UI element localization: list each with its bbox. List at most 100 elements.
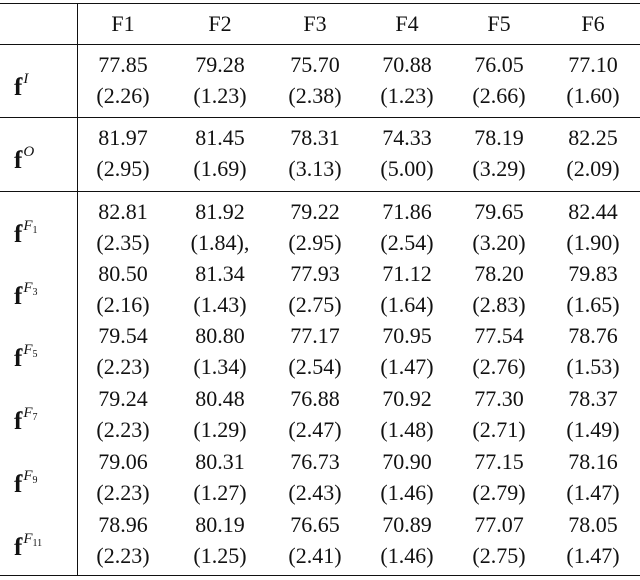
mean-cell: 77.07 xyxy=(474,512,524,537)
mean-cell: 77.93 xyxy=(290,261,340,286)
mean-cell: 81.34 xyxy=(195,261,245,286)
mean-cell: 80.50 xyxy=(98,261,148,286)
sd-cell: (2.35) xyxy=(96,230,150,255)
row-label-subscript: 9 xyxy=(32,475,38,486)
row-label-superscript: O xyxy=(23,144,35,160)
sd-cell: (1.43) xyxy=(193,292,247,317)
mean-cell: 81.92 xyxy=(195,199,245,224)
row-label: fF1 xyxy=(14,211,38,250)
sd-cell: (1.65) xyxy=(566,292,620,317)
row-label: fI xyxy=(14,64,28,103)
sd-cell: (1.49) xyxy=(566,417,620,442)
sd-cell: (5.00) xyxy=(380,156,434,181)
row-label-base: f xyxy=(14,283,23,310)
sd-cell: (1.46) xyxy=(380,480,434,505)
column-header: F4 xyxy=(395,11,419,36)
sd-cell: (1.53) xyxy=(566,354,620,379)
sd-cell: (2.38) xyxy=(288,83,342,108)
row-label-base: f xyxy=(14,221,23,248)
mean-cell: 76.88 xyxy=(290,386,340,411)
header-rule xyxy=(0,44,640,45)
row-label-superscript: F xyxy=(23,405,33,421)
mean-cell: 79.06 xyxy=(98,449,148,474)
sd-cell: (2.83) xyxy=(472,292,526,317)
sd-cell: (1.23) xyxy=(380,83,434,108)
sd-cell: (2.09) xyxy=(566,156,620,181)
column-header: F1 xyxy=(111,11,135,36)
row-label-superscript: F xyxy=(23,468,33,484)
mean-cell: 76.05 xyxy=(474,52,524,77)
sd-cell: (2.23) xyxy=(96,354,150,379)
mean-cell: 77.10 xyxy=(568,52,618,77)
row-label-superscript: F xyxy=(23,280,33,296)
row-label: fF9 xyxy=(14,461,38,500)
sd-cell: (2.71) xyxy=(472,417,526,442)
sd-cell: (3.13) xyxy=(288,156,342,181)
column-header: F2 xyxy=(208,11,232,36)
sd-cell: (3.29) xyxy=(472,156,526,181)
sd-cell: (1.47) xyxy=(566,480,620,505)
mean-cell: 82.25 xyxy=(568,125,618,150)
column-header: F6 xyxy=(581,11,605,36)
mean-cell: 77.17 xyxy=(290,323,340,348)
section-rule-1 xyxy=(0,117,640,118)
sd-cell: (2.23) xyxy=(96,543,150,568)
mean-cell: 80.80 xyxy=(195,323,245,348)
row-label-base: f xyxy=(14,345,23,372)
sd-cell: (1.25) xyxy=(193,543,247,568)
row-label: fF7 xyxy=(14,398,38,437)
row-label-base: f xyxy=(14,408,23,435)
mean-cell: 81.45 xyxy=(195,125,245,150)
row-label-subscript: 11 xyxy=(32,538,43,549)
row-label-base: f xyxy=(14,534,23,561)
header-row: F1 F2 F3 F4 F5 F6 xyxy=(0,7,640,43)
row-label-subscript: 5 xyxy=(32,349,38,360)
mean-cell: 79.22 xyxy=(290,199,340,224)
sd-cell: (1.27) xyxy=(193,480,247,505)
sd-cell: (2.47) xyxy=(288,417,342,442)
sd-cell: (2.76) xyxy=(472,354,526,379)
sd-cell: (2.75) xyxy=(472,543,526,568)
sd-cell: (2.16) xyxy=(96,292,150,317)
mean-cell: 78.76 xyxy=(568,323,618,348)
row-label-base: f xyxy=(14,74,23,101)
mean-cell: 78.96 xyxy=(98,512,148,537)
bottom-rule xyxy=(0,575,640,576)
sd-cell: (2.26) xyxy=(96,83,150,108)
sd-cell: (2.54) xyxy=(380,230,434,255)
sd-cell: (2.23) xyxy=(96,480,150,505)
mean-cell: 77.85 xyxy=(98,52,148,77)
mean-cell: 70.89 xyxy=(382,512,432,537)
mean-cell: 78.19 xyxy=(474,125,524,150)
mean-cell: 78.31 xyxy=(290,125,340,150)
sd-cell: (1.46) xyxy=(380,543,434,568)
mean-cell: 77.15 xyxy=(474,449,524,474)
section-rule-2 xyxy=(0,191,640,192)
mean-cell: 81.97 xyxy=(98,125,148,150)
mean-cell: 71.12 xyxy=(382,261,432,286)
column-header: F3 xyxy=(303,11,327,36)
sd-cell: (2.66) xyxy=(472,83,526,108)
sd-cell: (1.23) xyxy=(193,83,247,108)
top-rule xyxy=(0,3,640,4)
row-label-superscript: F xyxy=(23,531,33,547)
mean-cell: 74.33 xyxy=(382,125,432,150)
mean-cell: 79.65 xyxy=(474,199,524,224)
mean-cell: 71.86 xyxy=(382,199,432,224)
mean-cell: 70.88 xyxy=(382,52,432,77)
sd-cell: (2.43) xyxy=(288,480,342,505)
sd-cell: (1.60) xyxy=(566,83,620,108)
label-column-divider xyxy=(77,3,78,575)
row-label-subscript: 1 xyxy=(32,225,38,236)
mean-cell: 70.90 xyxy=(382,449,432,474)
mean-cell: 78.37 xyxy=(568,386,618,411)
mean-cell: 77.30 xyxy=(474,386,524,411)
mean-cell: 82.81 xyxy=(98,199,148,224)
sd-cell: (2.54) xyxy=(288,354,342,379)
row-label-superscript: F xyxy=(23,218,33,234)
row-label-base: f xyxy=(14,471,23,498)
sd-cell: (1.84), xyxy=(190,230,250,255)
sd-cell: (2.41) xyxy=(288,543,342,568)
mean-cell: 78.05 xyxy=(568,512,618,537)
